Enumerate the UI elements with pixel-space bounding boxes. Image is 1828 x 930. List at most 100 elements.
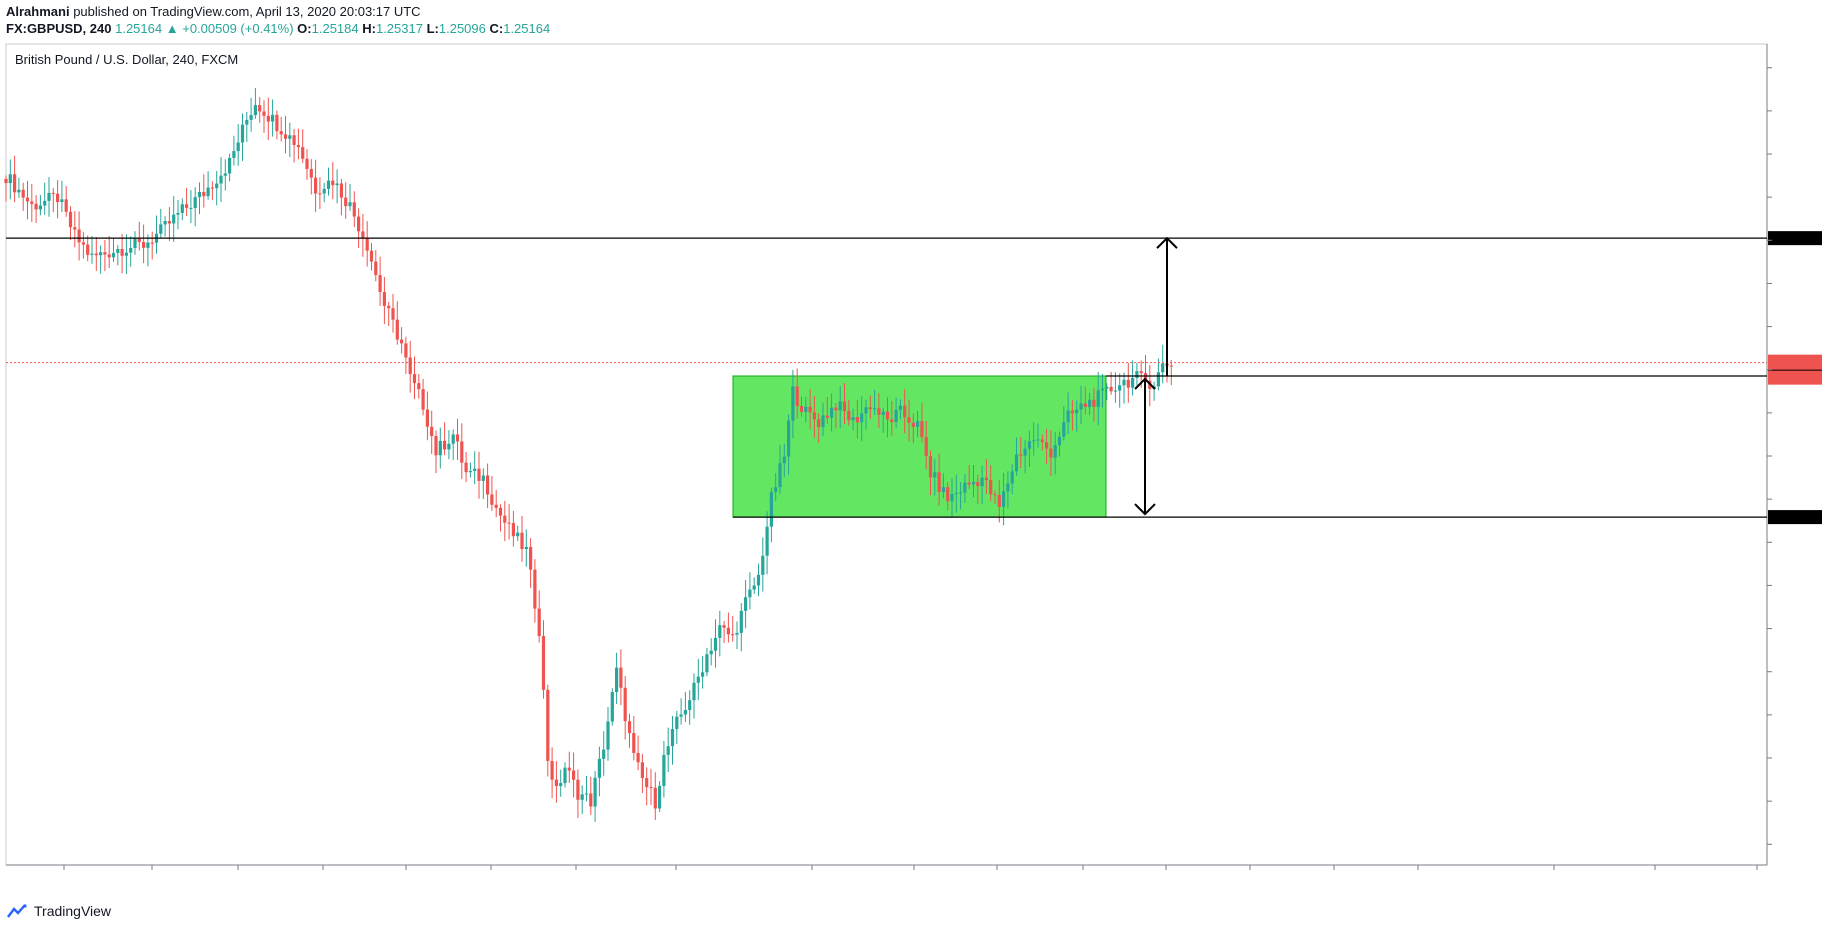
candle-body	[1156, 372, 1160, 387]
candle-body	[726, 627, 730, 635]
candle-body	[1105, 386, 1109, 389]
candle-body	[142, 241, 146, 248]
candle-body	[4, 178, 8, 184]
candle-body	[1118, 385, 1122, 391]
candle-body	[722, 625, 726, 628]
candle-body	[954, 492, 958, 495]
candle-body	[610, 692, 614, 722]
candle-body	[498, 507, 503, 516]
candle-body	[507, 522, 511, 524]
candle-body	[799, 406, 804, 412]
candle-body	[219, 175, 223, 184]
candle-body	[623, 687, 627, 722]
candle-body	[533, 569, 537, 609]
candle-body	[1019, 454, 1023, 456]
candle-body	[1109, 386, 1113, 392]
level-label-bg	[1768, 231, 1822, 246]
candle-body	[150, 242, 154, 244]
candle-body	[658, 785, 662, 809]
candle-body	[318, 193, 322, 195]
candle-body	[352, 202, 356, 217]
candle-body	[464, 462, 468, 473]
candle-body	[645, 778, 649, 788]
candle-body	[1062, 422, 1066, 437]
candle-body	[176, 212, 180, 215]
candle-body	[404, 343, 408, 358]
candle-body	[670, 729, 675, 747]
candle-body	[68, 211, 73, 228]
candle-body	[606, 721, 610, 750]
candle-body	[1113, 390, 1117, 392]
candle-body	[795, 386, 799, 407]
candle-body	[752, 585, 756, 590]
candle-body	[649, 787, 653, 789]
candle-body	[326, 180, 331, 189]
candle-body	[378, 275, 382, 293]
change-value: +0.00509 (+0.41%)	[182, 21, 294, 36]
candle-body	[873, 408, 877, 410]
candle-body	[25, 197, 30, 202]
candle-body	[1002, 491, 1006, 507]
footer-brand[interactable]: TradingView	[7, 903, 111, 919]
candle-body	[1066, 410, 1070, 423]
candle-body	[692, 682, 696, 701]
candle-body	[946, 487, 950, 502]
candle-body	[705, 654, 709, 673]
candle-body	[761, 555, 765, 575]
candle-body	[271, 114, 275, 122]
candle-body	[903, 405, 907, 418]
candle-body	[959, 492, 963, 494]
candle-body	[572, 770, 576, 780]
candle-body	[215, 183, 219, 189]
publisher-line: Alrahmani published on TradingView.com, …	[6, 4, 421, 19]
candle-body	[907, 417, 911, 423]
candle-body	[529, 546, 533, 570]
candle-body	[348, 202, 352, 207]
candle-body	[73, 227, 77, 230]
candle-body	[791, 386, 795, 421]
candle-body	[997, 494, 1001, 507]
candle-body	[847, 410, 851, 421]
candle-body	[589, 793, 593, 807]
candle-body	[434, 436, 438, 456]
candle-body	[283, 134, 288, 139]
candle-body	[855, 417, 859, 423]
candle-body	[13, 174, 17, 193]
candle-body	[94, 253, 98, 256]
levels-layer	[6, 231, 1822, 525]
candle-body	[782, 456, 786, 464]
candle-body	[1131, 377, 1135, 388]
open-label: O:	[297, 21, 312, 36]
candle-body	[597, 758, 601, 778]
arrows-layer	[1134, 236, 1178, 516]
candle-body	[1032, 440, 1036, 442]
candle-body	[696, 676, 700, 683]
candle-body	[288, 135, 292, 139]
candle-body	[262, 111, 266, 116]
candle-body	[976, 481, 980, 487]
close-value: 1.25164	[503, 21, 551, 36]
candle-body	[38, 205, 42, 210]
candle-body	[1040, 439, 1044, 443]
candle-body	[804, 406, 808, 412]
candle-body	[253, 105, 257, 116]
candle-body	[460, 441, 464, 463]
candle-body	[739, 610, 743, 633]
candle-body	[881, 411, 885, 415]
candle-body	[443, 440, 447, 450]
candle-body	[1100, 388, 1105, 391]
axes-layer	[63, 67, 1772, 870]
candle-body	[309, 168, 313, 178]
candle-body	[1079, 403, 1083, 410]
candle-body	[584, 793, 589, 795]
candle-body	[1088, 399, 1092, 407]
symbol-label: FX:GBPUSD, 240	[6, 21, 112, 36]
candle-body	[172, 214, 176, 224]
candle-body	[675, 716, 679, 730]
candle-body	[1135, 371, 1139, 378]
level-label-bg	[1768, 510, 1822, 525]
candle-body	[400, 339, 404, 344]
candle-body	[864, 407, 868, 414]
candle-body	[408, 357, 412, 375]
